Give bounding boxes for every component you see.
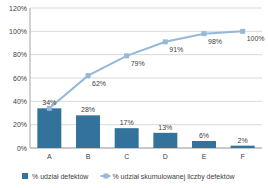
grid-line [30, 124, 262, 125]
data-labels: 34% 28% 17% 13% 6% 2% 62% 79% 91% 98% 100% [42, 35, 264, 143]
grid-line [30, 148, 262, 149]
x-axis [30, 148, 262, 149]
legend: % udział defektów % udział skumulowanej l… [22, 173, 236, 181]
plot-area [37, 29, 254, 148]
legend-label: % udział defektów [32, 173, 89, 180]
grid-line [30, 78, 262, 79]
bar [76, 115, 100, 148]
marker [240, 29, 245, 34]
data-label: 91% [169, 46, 183, 53]
bar [231, 146, 255, 148]
marker [202, 31, 207, 36]
x-tick-label: C [124, 153, 129, 160]
y-axis [30, 8, 31, 148]
x-tick-label: D [163, 153, 168, 160]
y-tick-label: 20% [13, 121, 27, 128]
marker [163, 39, 168, 44]
grid-line [30, 54, 262, 55]
data-label: 34% [42, 99, 56, 106]
y-tick-label: 100% [9, 28, 27, 35]
x-tick-label: E [202, 153, 207, 160]
data-label: 98% [208, 38, 222, 45]
legend-label: % udział skumulowanej liczby defektów [112, 173, 235, 181]
y-tick-label: 80% [13, 51, 27, 58]
data-label: 2% [238, 137, 248, 144]
legend-swatch [22, 173, 28, 179]
marker [86, 73, 91, 78]
bar [37, 108, 61, 148]
grid-line [30, 8, 262, 9]
data-label: 13% [158, 124, 172, 131]
bar [153, 133, 177, 148]
y-tick-label: 60% [13, 75, 27, 82]
y-tick-label: 40% [13, 98, 27, 105]
bar [115, 128, 139, 148]
chart: 0% 20% 40% 60% 80% 100% 120% A B C D E F 34% 28% 17% 13%… [0, 0, 268, 188]
marker [47, 106, 52, 111]
marker [124, 53, 129, 58]
x-tick-label: A [47, 153, 52, 160]
bar [192, 141, 216, 148]
data-label: 62% [92, 80, 106, 87]
grid-line [30, 101, 262, 102]
y-tick-label: 0% [17, 145, 27, 152]
data-label: 79% [131, 60, 145, 67]
data-label: 6% [199, 132, 209, 139]
data-label: 28% [81, 106, 95, 113]
x-tick-label: F [241, 153, 245, 160]
data-label: 17% [120, 119, 134, 126]
data-label: 100% [247, 35, 265, 42]
legend-swatch [103, 174, 108, 179]
line [49, 31, 242, 108]
y-tick-label: 120% [9, 5, 27, 12]
x-tick-label: B [86, 153, 91, 160]
